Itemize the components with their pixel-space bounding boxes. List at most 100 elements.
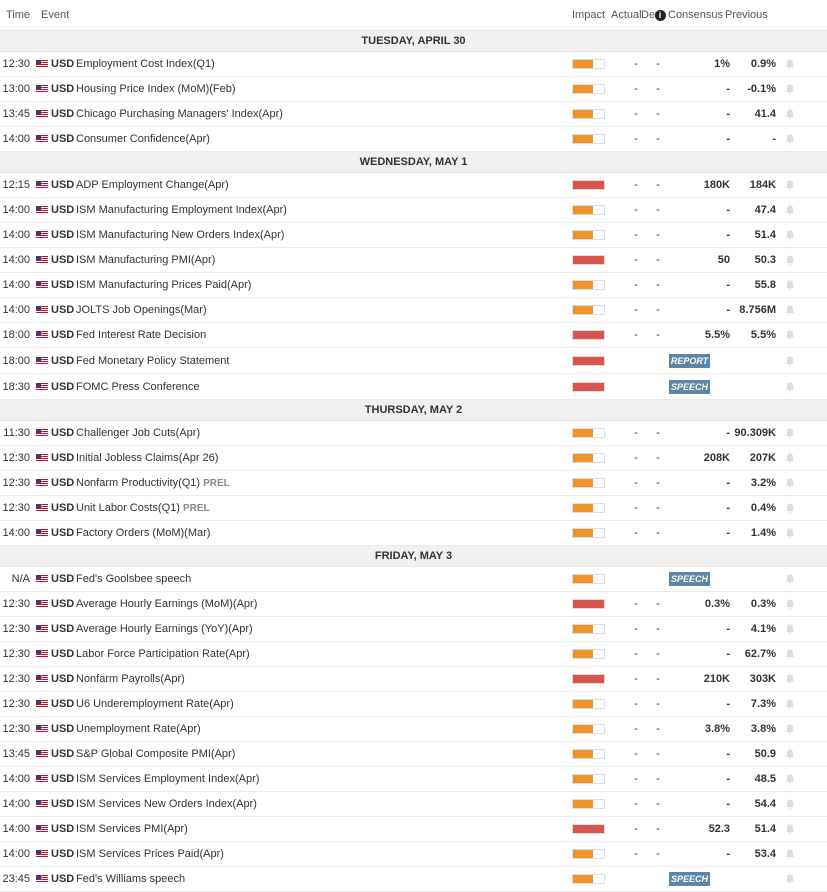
table-row[interactable]: 14:00 USD ISM Manufacturing PMI(Apr) - - 50 50… [0, 248, 827, 273]
header-impact[interactable]: Impact [572, 9, 606, 21]
bell-icon[interactable] [784, 848, 796, 860]
bell-icon[interactable] [784, 304, 796, 316]
event-name-text[interactable]: Fed Interest Rate Decision [76, 329, 207, 341]
bell-icon[interactable] [784, 427, 796, 439]
event-name-text[interactable]: ISM Manufacturing PMI(Apr) [76, 254, 216, 266]
bell-icon[interactable] [784, 527, 796, 539]
bell-icon[interactable] [784, 798, 796, 810]
table-row[interactable]: 12:30 USD Employment Cost Index(Q1) - - 1% 0.9… [0, 52, 827, 77]
table-row[interactable]: 11:30 USD Challenger Job Cuts(Apr) - - -90.30… [0, 421, 827, 446]
bell-icon[interactable] [784, 452, 796, 464]
bell-icon[interactable] [784, 58, 796, 70]
event-name-text[interactable]: ISM Manufacturing New Orders Index(Apr) [76, 229, 285, 241]
header-dev[interactable]: Dev [641, 9, 661, 21]
event-name[interactable]: Unemployment Rate(Apr) [76, 723, 570, 735]
header-event[interactable]: Event [41, 9, 70, 21]
event-name[interactable]: ADP Employment Change(Apr) [76, 179, 570, 191]
event-name-text[interactable]: JOLTS Job Openings(Mar) [76, 304, 207, 316]
table-row[interactable]: 14:00 USD ISM Services New Orders Index(Ap… [0, 792, 827, 817]
event-name-text[interactable]: ISM Services Employment Index(Apr) [76, 773, 260, 785]
bell-icon[interactable] [784, 673, 796, 685]
event-name[interactable]: U6 Underemployment Rate(Apr) [76, 698, 570, 710]
event-name[interactable]: Chicago Purchasing Managers' Index(Apr) [76, 108, 570, 120]
event-name[interactable]: ISM Manufacturing PMI(Apr) [76, 254, 570, 266]
event-name-text[interactable]: Employment Cost Index(Q1) [76, 58, 215, 70]
table-row[interactable]: 18:30 USD FOMC Press Conference SPEECH [0, 374, 827, 400]
bell-icon[interactable] [784, 108, 796, 120]
event-type-badge[interactable]: SPEECH [669, 572, 710, 586]
bell-icon[interactable] [784, 229, 796, 241]
table-row[interactable]: 14:00 USD Consumer Confidence(Apr) - - - - [0, 127, 827, 152]
event-name[interactable]: ISM Manufacturing Employment Index(Apr) [76, 204, 570, 216]
event-name-text[interactable]: Nonfarm Payrolls(Apr) [76, 673, 185, 685]
event-name-text[interactable]: U6 Underemployment Rate(Apr) [76, 698, 234, 710]
event-name[interactable]: ISM Manufacturing Prices Paid(Apr) [76, 279, 570, 291]
bell-icon[interactable] [784, 723, 796, 735]
bell-icon[interactable] [784, 748, 796, 760]
table-row[interactable]: 12:30 USD Average Hourly Earnings (MoM)(Ap… [0, 592, 827, 617]
bell-icon[interactable] [784, 381, 796, 393]
event-name[interactable]: Nonfarm Productivity(Q1) PREL [76, 477, 570, 489]
event-name-text[interactable]: Labor Force Participation Rate(Apr) [76, 648, 250, 660]
bell-icon[interactable] [784, 573, 796, 585]
event-name-text[interactable]: Average Hourly Earnings (MoM)(Apr) [76, 598, 258, 610]
event-name-text[interactable]: FOMC Press Conference [76, 380, 200, 393]
bell-icon[interactable] [784, 773, 796, 785]
event-name-text[interactable]: Initial Jobless Claims(Apr 26) [76, 452, 219, 464]
bell-icon[interactable] [784, 204, 796, 216]
table-row[interactable]: 14:00 USD Factory Orders (MoM)(Mar) - - - 1.4% [0, 521, 827, 546]
event-name[interactable]: Average Hourly Earnings (YoY)(Apr) [76, 623, 570, 635]
event-name[interactable]: ISM Services PMI(Apr) [76, 823, 570, 835]
header-actual[interactable]: Actual [611, 9, 642, 21]
bell-icon[interactable] [784, 623, 796, 635]
table-row[interactable]: 18:00 USD Fed Interest Rate Decision - - 5.5%… [0, 323, 827, 348]
event-name[interactable]: Housing Price Index (MoM)(Feb) [76, 83, 570, 95]
event-name-text[interactable]: Fed Monetary Policy Statement [76, 354, 230, 367]
event-name-text[interactable]: Average Hourly Earnings (YoY)(Apr) [76, 623, 253, 635]
header-consensus[interactable]: Consensus [668, 9, 724, 21]
bell-icon[interactable] [784, 648, 796, 660]
event-name[interactable]: Factory Orders (MoM)(Mar) [76, 527, 570, 539]
event-name-text[interactable]: Consumer Confidence(Apr) [76, 133, 210, 145]
event-name[interactable]: Consumer Confidence(Apr) [76, 133, 570, 145]
bell-icon[interactable] [784, 133, 796, 145]
table-row[interactable]: 12:30 USD Initial Jobless Claims(Apr 26) - -… [0, 446, 827, 471]
table-row[interactable]: 13:45 USD Chicago Purchasing Managers' Ind… [0, 102, 827, 127]
event-type-badge[interactable]: SPEECH [669, 872, 710, 886]
event-type-badge[interactable]: SPEECH [669, 379, 710, 394]
table-row[interactable]: 14:00 USD ISM Manufacturing Prices Paid(Ap… [0, 273, 827, 298]
header-previous[interactable]: Previous [725, 9, 768, 21]
event-name[interactable]: ISM Services Employment Index(Apr) [76, 773, 570, 785]
info-icon-wrap[interactable]: i [652, 9, 668, 21]
table-row[interactable]: 12:30 USD Unit Labor Costs(Q1) PREL - - - 0.4% [0, 496, 827, 521]
table-row[interactable]: 12:30 USD U6 Underemployment Rate(Apr) - - - 7… [0, 692, 827, 717]
event-name[interactable]: Unit Labor Costs(Q1) PREL [76, 502, 570, 514]
bell-icon[interactable] [784, 329, 796, 341]
table-row[interactable]: 18:00 USD Fed Monetary Policy Statement REP… [0, 348, 827, 374]
event-name-text[interactable]: ADP Employment Change(Apr) [76, 179, 229, 191]
event-name[interactable]: Average Hourly Earnings (MoM)(Apr) [76, 598, 570, 610]
event-name[interactable]: Nonfarm Payrolls(Apr) [76, 673, 570, 685]
table-row[interactable]: 14:00 USD ISM Services Prices Paid(Apr) - - -… [0, 842, 827, 867]
bell-icon[interactable] [784, 823, 796, 835]
event-name-text[interactable]: ISM Manufacturing Employment Index(Apr) [76, 204, 287, 216]
event-name-text[interactable]: Unemployment Rate(Apr) [76, 723, 201, 735]
event-name[interactable]: S&P Global Composite PMI(Apr) [76, 748, 570, 760]
event-name[interactable]: Employment Cost Index(Q1) [76, 58, 570, 70]
header-time[interactable]: Time [6, 9, 31, 21]
event-name-text[interactable]: Factory Orders (MoM)(Mar) [76, 527, 211, 539]
event-name-text[interactable]: Nonfarm Productivity(Q1) [76, 477, 201, 489]
table-row[interactable]: 12:30 USD Average Hourly Earnings (YoY)(Ap… [0, 617, 827, 642]
table-row[interactable]: 14:00 USD ISM Services Employment Index(Ap… [0, 767, 827, 792]
table-row[interactable]: 14:00 USD ISM Manufacturing Employment Ind… [0, 198, 827, 223]
event-name-text[interactable]: Chicago Purchasing Managers' Index(Apr) [76, 108, 283, 120]
table-row[interactable]: 13:00 USD Housing Price Index (MoM)(Feb) - -… [0, 77, 827, 102]
bell-icon[interactable] [784, 698, 796, 710]
event-name[interactable]: Initial Jobless Claims(Apr 26) [76, 452, 570, 464]
bell-icon[interactable] [784, 355, 796, 367]
info-icon[interactable]: i [654, 9, 666, 21]
event-name[interactable]: Fed Interest Rate Decision [76, 329, 570, 341]
table-row[interactable]: 12:30 USD Nonfarm Payrolls(Apr) - - 210K 303K [0, 667, 827, 692]
bell-icon[interactable] [784, 502, 796, 514]
event-name[interactable]: Fed's Williams speech [76, 873, 570, 885]
